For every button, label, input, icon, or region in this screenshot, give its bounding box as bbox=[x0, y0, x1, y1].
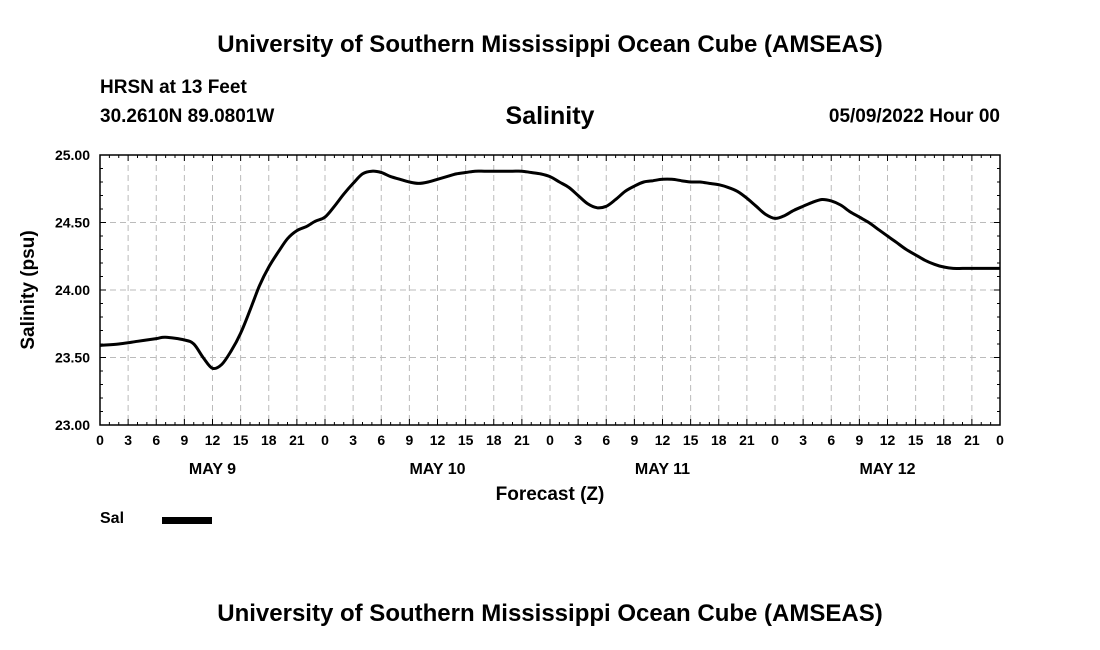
x-tick-label: 6 bbox=[827, 432, 835, 448]
day-label: MAY 10 bbox=[409, 461, 465, 478]
line-layer bbox=[99, 169, 1000, 371]
x-tick-label: 18 bbox=[711, 432, 727, 448]
x-tick-label: 6 bbox=[152, 432, 160, 448]
legend-label: Sal bbox=[100, 510, 125, 527]
x-tick-label: 9 bbox=[630, 432, 638, 448]
x-tick-label: 12 bbox=[655, 432, 671, 448]
x-tick-label: 3 bbox=[574, 432, 582, 448]
chart-title: University of Southern Mississippi Ocean… bbox=[217, 31, 883, 58]
x-tick-label: 15 bbox=[458, 432, 474, 448]
y-tick-label: 23.00 bbox=[55, 417, 90, 433]
plot-frame bbox=[99, 154, 1001, 426]
x-tick-label: 15 bbox=[908, 432, 924, 448]
x-tick-label: 12 bbox=[430, 432, 446, 448]
x-tick-label: 18 bbox=[261, 432, 277, 448]
forecast-datetime: 05/09/2022 Hour 00 bbox=[828, 106, 1000, 127]
y-axis-label: Salinity (psu) bbox=[18, 230, 39, 349]
y-tick-label: 24.50 bbox=[55, 215, 90, 231]
x-tick-label: 6 bbox=[602, 432, 610, 448]
x-tick-label: 21 bbox=[739, 432, 755, 448]
x-tick-label: 15 bbox=[233, 432, 249, 448]
x-axis-label: Forecast (Z) bbox=[496, 484, 605, 505]
day-label: MAY 11 bbox=[635, 461, 690, 478]
x-tick-label: 3 bbox=[799, 432, 807, 448]
x-tick-label: 0 bbox=[771, 432, 779, 448]
x-tick-label: 21 bbox=[964, 432, 980, 448]
x-tick-label: 9 bbox=[405, 432, 413, 448]
x-tick-label: 12 bbox=[205, 432, 221, 448]
station-label: HRSN at 13 Feet bbox=[100, 77, 247, 98]
y-tick-label: 23.50 bbox=[55, 350, 90, 366]
x-tick-label: 21 bbox=[289, 432, 305, 448]
x-tick-label: 0 bbox=[96, 432, 104, 448]
y-tick-label: 25.00 bbox=[55, 147, 90, 163]
x-tick-label: 21 bbox=[514, 432, 530, 448]
footer-title: University of Southern Mississippi Ocean… bbox=[217, 600, 883, 627]
variable-title: Salinity bbox=[505, 102, 595, 130]
x-tick-label: 3 bbox=[349, 432, 357, 448]
legend-line-swatch bbox=[162, 517, 212, 524]
labels-layer: 0 3 6 9 12 15 18 21 0 3 6 9 12 15 18 21 0 3 6 9 12 15 18 21 0 3 6 9… bbox=[18, 147, 1004, 505]
day-label: MAY 9 bbox=[189, 461, 236, 478]
x-tick-label: 9 bbox=[855, 432, 863, 448]
x-tick-label: 18 bbox=[486, 432, 502, 448]
x-tick-label: 15 bbox=[683, 432, 699, 448]
x-tick-label: 18 bbox=[936, 432, 952, 448]
x-tick-label: 3 bbox=[124, 432, 132, 448]
x-tick-label: 0 bbox=[321, 432, 329, 448]
x-tick-label: 6 bbox=[377, 432, 385, 448]
x-tick-label: 12 bbox=[880, 432, 896, 448]
x-tick-label: 0 bbox=[546, 432, 554, 448]
x-tick-label: 9 bbox=[180, 432, 188, 448]
day-label: MAY 12 bbox=[859, 461, 915, 478]
x-tick-label: 0 bbox=[996, 432, 1004, 448]
coordinates-label: 30.2610N 89.0801W bbox=[100, 106, 275, 127]
series-line-sal bbox=[99, 169, 1000, 371]
y-tick-label: 24.00 bbox=[55, 282, 90, 298]
grid-layer bbox=[100, 155, 1000, 425]
